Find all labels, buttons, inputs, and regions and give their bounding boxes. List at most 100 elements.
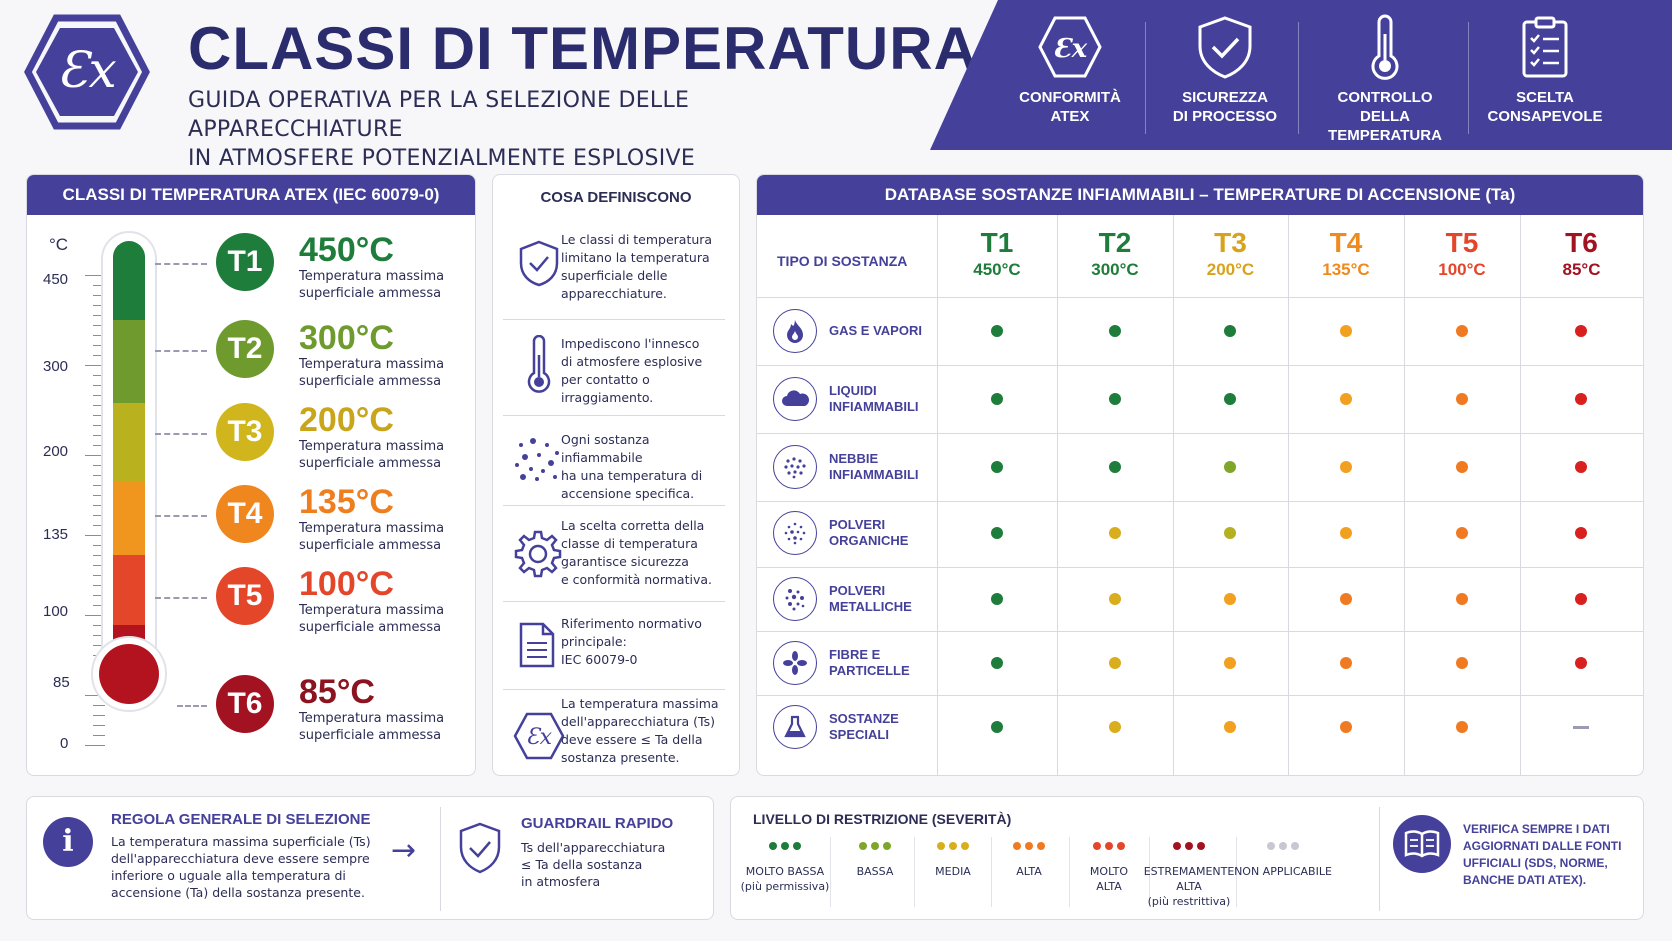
- scale-tick: [93, 465, 105, 466]
- severity-dot: [1105, 842, 1113, 850]
- rule-text: La temperatura massima superficiale (Ts)…: [111, 834, 371, 900]
- row-label: NEBBIE INFIAMMABILI: [829, 451, 919, 482]
- scale-tick: [93, 405, 105, 406]
- severity-levels: MOLTO BASSA (più permissiva) BASSA MEDIA ALT…: [731, 797, 1371, 921]
- divider: [1236, 837, 1237, 907]
- verify-text: VERIFICA SEMPRE I DATI AGGIORNATI DALLE F…: [1463, 822, 1622, 887]
- severity-level: NON APPLICABILE: [1233, 839, 1333, 879]
- severity-level: ESTREMAMENTE ALTA (più restrittiva): [1139, 839, 1239, 909]
- banner-label: CONFORMITÀ: [1019, 89, 1121, 106]
- logo-text: Ɛx: [57, 41, 117, 99]
- grid-line: [1057, 215, 1058, 775]
- unit-label: °C: [49, 235, 69, 254]
- scale-tick: [93, 475, 105, 476]
- severity-dot: [1456, 593, 1468, 605]
- flask-icon: [773, 705, 817, 749]
- severity-dot: [1013, 842, 1021, 850]
- class-badge-t5: T5: [216, 567, 274, 625]
- row-label: GAS E VAPORI: [829, 323, 922, 338]
- severity-dot: [1340, 593, 1352, 605]
- divider: [503, 601, 725, 602]
- database-title: DATABASE SOSTANZE INFIAMMABILI – TEMPERA…: [757, 175, 1643, 215]
- guardrail-title: GUARDRAIL RAPIDO: [521, 815, 674, 832]
- scale-tick: [93, 735, 105, 736]
- severity-dot: [1575, 527, 1587, 539]
- info-icon: i: [43, 817, 93, 867]
- severity-dot: [1093, 842, 1101, 850]
- liquid-icon: [773, 377, 817, 421]
- scale-tick: [85, 455, 105, 456]
- class-temp: 100°C: [299, 565, 394, 603]
- severity-dot: [1575, 657, 1587, 669]
- scale-label: 0: [60, 735, 69, 752]
- class-badge-t6: T6: [216, 675, 274, 733]
- severity-dot: [1224, 593, 1236, 605]
- connector-line: [155, 350, 207, 352]
- scale-tick: [93, 355, 105, 356]
- severity-dot: [1224, 657, 1236, 669]
- col-header-substance: TIPO DI SOSTANZA: [777, 253, 908, 269]
- severity-dot: [991, 325, 1003, 337]
- definitions-title: COSA DEFINISCONO: [540, 189, 692, 206]
- class-desc: Temperatura massima superficiale ammessa: [299, 711, 445, 743]
- row-label: POLVERI ORGANICHE: [829, 517, 909, 548]
- severity-dot: [769, 842, 777, 850]
- scale-tick: [93, 375, 105, 376]
- shield-check-icon: [519, 240, 559, 287]
- scale-tick: [93, 435, 105, 436]
- scale-tick: [93, 525, 105, 526]
- banner-label: DI PROCESSO: [1172, 108, 1278, 125]
- connector-line: [155, 597, 207, 599]
- definition-text: Impediscono l'innesco di atmosfere esplos…: [561, 336, 703, 405]
- banner-label: CONTROLLO: [1337, 89, 1433, 106]
- class-temp: 450°C: [299, 231, 394, 269]
- definitions-panel: COSA DEFINISCONO Le classi di temperatur…: [492, 174, 740, 776]
- scale-tick: [93, 505, 105, 506]
- rule-panel: i REGOLA GENERALE DI SELEZIONE La temper…: [26, 796, 714, 920]
- scale-tick: [93, 345, 105, 346]
- scale-label: 450: [43, 271, 69, 288]
- thermometer: [91, 231, 167, 731]
- connector-line: [155, 433, 207, 435]
- thermometer-icon: [1371, 14, 1399, 80]
- severity-dot-grid: [757, 175, 1643, 775]
- severity-dot: [1025, 842, 1033, 850]
- scale-tick: [93, 305, 105, 306]
- severity-dot: [1224, 721, 1236, 733]
- column-header-t3: T3 200°C: [1206, 227, 1255, 279]
- scale-label: 200: [43, 443, 69, 460]
- metal-dust-icon: [773, 577, 817, 621]
- divider: [440, 807, 441, 911]
- severity-dot: [1109, 721, 1121, 733]
- class-temp: 200°C: [299, 401, 394, 439]
- severity-dot: [991, 393, 1003, 405]
- scale-tick: [93, 705, 105, 706]
- scale-tick: [93, 725, 105, 726]
- scale-tick: [93, 395, 105, 396]
- svg-text:Ɛx: Ɛx: [1053, 34, 1088, 64]
- divider: [1149, 837, 1150, 907]
- banner-label: SCELTA: [1516, 89, 1574, 106]
- not-applicable-mark: [1573, 726, 1589, 729]
- banner-item-scelta: SCELTA CONSAPEVOLE: [1480, 0, 1610, 150]
- arrow-right-icon: →: [391, 833, 417, 868]
- severity-dot: [1173, 842, 1181, 850]
- column-header-t1: T1 450°C: [973, 227, 1021, 279]
- severity-dot: [883, 842, 891, 850]
- scale-tick: [93, 595, 105, 596]
- severity-level: BASSA: [825, 839, 925, 879]
- scale-label: 100: [43, 603, 69, 620]
- severity-label: NON APPLICABILE: [1234, 865, 1332, 878]
- severity-dot: [1109, 393, 1121, 405]
- divider: [914, 837, 915, 907]
- severity-dot: [991, 461, 1003, 473]
- severity-dot: [961, 842, 969, 850]
- divider: [503, 319, 725, 320]
- database-panel: DATABASE SOSTANZE INFIAMMABILI – TEMPERA…: [756, 174, 1644, 776]
- shield-check-icon: [1198, 16, 1252, 79]
- scale-label: 85: [53, 674, 70, 691]
- scale-tick: [93, 575, 105, 576]
- class-badge-t4: T4: [216, 485, 274, 543]
- severity-dot: [1109, 325, 1121, 337]
- severity-dot: [1117, 842, 1125, 850]
